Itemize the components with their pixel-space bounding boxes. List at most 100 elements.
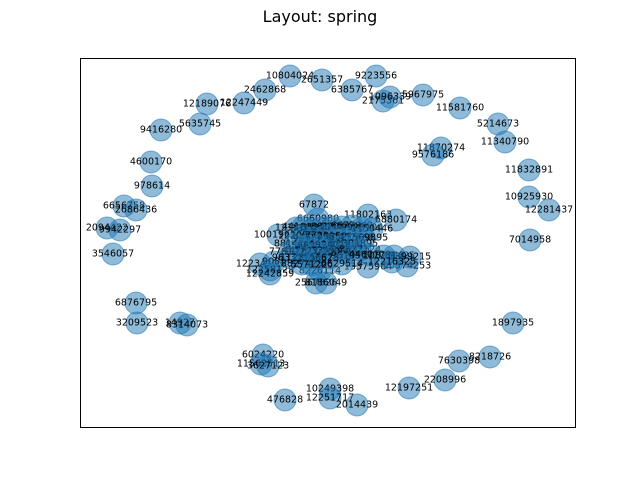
graph-node: 12197251 [385,376,433,400]
node-label: 6629514 [321,259,363,270]
node-circle [188,112,212,136]
node-circle [232,91,256,115]
graph-node: 6385767 [331,78,373,102]
node-circle [139,150,163,174]
node-label: 6876795 [115,298,157,309]
node-circle [273,388,297,412]
node-label: 2094422 [86,223,128,234]
node-circle [411,83,435,107]
node-circle [380,250,404,274]
node-label: 12251717 [306,393,354,404]
graph-node: 6876795 [115,291,157,315]
node-circle [258,262,282,286]
node-label: 2462868 [244,85,286,96]
node-circle [378,85,402,109]
node-circle [278,64,302,88]
node-label: 2686436 [115,205,157,216]
node-label: 3399215 [389,252,431,263]
graph-node: 11832891 [505,158,553,182]
graph-node: 9576186 [412,143,454,167]
node-label: 8218726 [469,352,511,363]
node-label: 9223556 [355,71,397,82]
node-circle [149,118,173,142]
node-circle [256,354,280,378]
node-circle [124,198,148,222]
graph-node: 2651357 [301,68,343,92]
node-label: 7014958 [509,235,551,246]
node-circle [397,376,421,400]
node-label: 12281437 [525,205,573,216]
node-circle [364,64,388,88]
node-circle [125,311,149,335]
graph-node: 2686436 [115,198,157,222]
node-label: 9942297 [99,225,141,236]
graph-node: 11581760 [436,96,484,120]
graph-node: 7630398 [438,349,480,373]
node-circle [253,78,277,102]
graph-node: 5214673 [477,112,519,136]
graph-node: 2208996 [424,368,466,392]
node-label: 13375964 [344,262,392,273]
node-label: 476828 [267,395,303,406]
node-label: 6662314 [309,253,351,264]
graph-node: 10804024 [266,64,314,88]
node-label: 4600170 [130,157,172,168]
graph-node: 6629514 [321,252,363,276]
node-label: 3627123 [247,361,289,372]
node-label: 3546057 [92,249,134,260]
node-label: 5571225 [291,260,333,271]
node-label: 9576186 [412,150,454,161]
node-label: 1897935 [492,318,534,329]
graph-node: 12251717 [306,386,354,410]
node-label: 5967975 [402,90,444,101]
graph-node: 2014439 [336,393,378,417]
graph-node: 3627123 [247,354,289,378]
graph-node: 8218726 [469,345,511,369]
node-circle [478,345,502,369]
graph-node: 11340790 [481,130,529,154]
node-label: 8314073 [166,320,208,331]
node-circle [314,271,338,295]
node-label: 12216325 [368,257,416,268]
graph-node: 12216325 [368,250,416,274]
node-label: 5214673 [477,119,519,130]
graph-node: 5967975 [402,83,444,107]
node-label: 9416280 [140,125,182,136]
node-circle [433,368,457,392]
node-label: 978614 [134,181,170,192]
node-label: 1150446 [351,224,393,235]
node-label: 67872 [299,200,329,211]
node-label: 9510517 [331,251,373,262]
node-label: 12234103 [236,259,284,270]
graph-node: 3546057 [92,242,134,266]
diagram-title: Layout: spring [262,7,378,26]
node-label: 2208996 [424,375,466,386]
graph-node: 2462868 [244,78,286,102]
node-circle [140,174,164,198]
graph-node: 9416280 [140,118,182,142]
node-circle [345,393,369,417]
graph-node: 10925930 [505,185,553,209]
node-circle [175,313,199,337]
node-circle [518,228,542,252]
graph-node: 9942297 [99,218,141,242]
node-circle [447,349,471,373]
node-label: 12189076 [183,99,231,110]
graph-node: 12247449 [220,91,268,115]
node-label: 12247449 [220,98,268,109]
node-label: 11569895 [340,233,388,244]
graph-node: 5571225 [291,253,333,277]
graph-node: 6880174 [375,208,417,232]
node-label: 7630398 [438,356,480,367]
node-circle [384,208,408,232]
node-label: 2651357 [301,75,343,86]
node-label: 12197251 [385,383,433,394]
node-label: 10925930 [505,192,553,203]
node-circle [501,311,525,335]
node-circle [537,198,561,222]
node-label: 11832891 [505,165,553,176]
node-label: 11340790 [481,137,529,148]
graph-node: 7014958 [509,228,551,252]
node-circle [330,252,354,276]
node-circle [448,96,472,120]
